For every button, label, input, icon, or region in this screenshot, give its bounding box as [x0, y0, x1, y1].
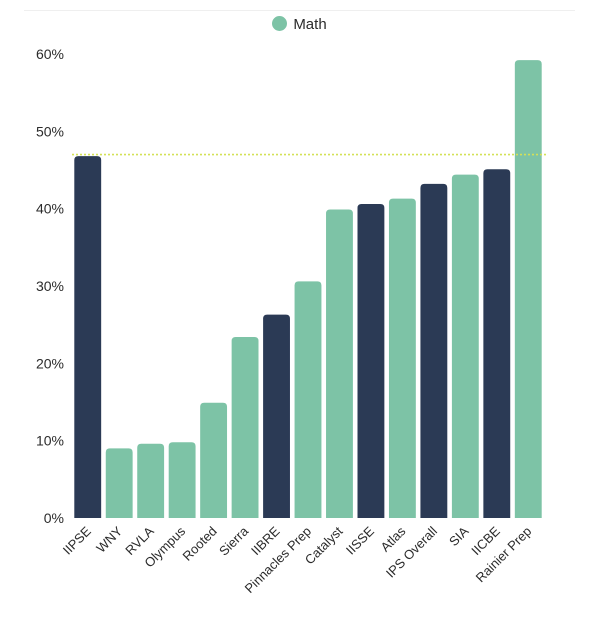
bar: [451, 174, 479, 518]
legend-swatch-math: [272, 16, 288, 31]
x-tick-label: IIPSE: [60, 523, 94, 557]
x-tick-label: SIA: [446, 523, 472, 549]
y-tick-label: 40%: [36, 201, 64, 217]
bar: [263, 314, 290, 518]
bar: [105, 448, 133, 518]
legend-label-math: Math: [293, 16, 327, 33]
y-tick-label: 10%: [36, 433, 64, 449]
bar: [200, 402, 228, 518]
y-tick-label: 0%: [44, 510, 64, 526]
x-tick-label: Sierra: [216, 523, 252, 559]
bar: [483, 169, 511, 518]
bar: [137, 443, 165, 518]
bar: [231, 337, 259, 518]
x-tick-label: Rooted: [179, 524, 219, 564]
bar: [514, 60, 542, 518]
bar: [420, 183, 448, 519]
bar: [326, 209, 353, 518]
y-tick-label: 60%: [36, 46, 64, 62]
y-tick-label: 50%: [36, 123, 64, 139]
x-tick-label: IISSE: [343, 523, 377, 557]
x-tick-label: WNY: [93, 523, 125, 555]
y-tick-label: 20%: [36, 355, 64, 371]
bar: [357, 204, 385, 518]
bar: [294, 281, 322, 518]
top-divider: [24, 10, 575, 11]
bar: [74, 156, 102, 518]
y-tick-label: 30%: [36, 278, 64, 294]
bar: [168, 442, 196, 518]
legend: Math: [0, 16, 599, 33]
bar: [388, 198, 416, 518]
